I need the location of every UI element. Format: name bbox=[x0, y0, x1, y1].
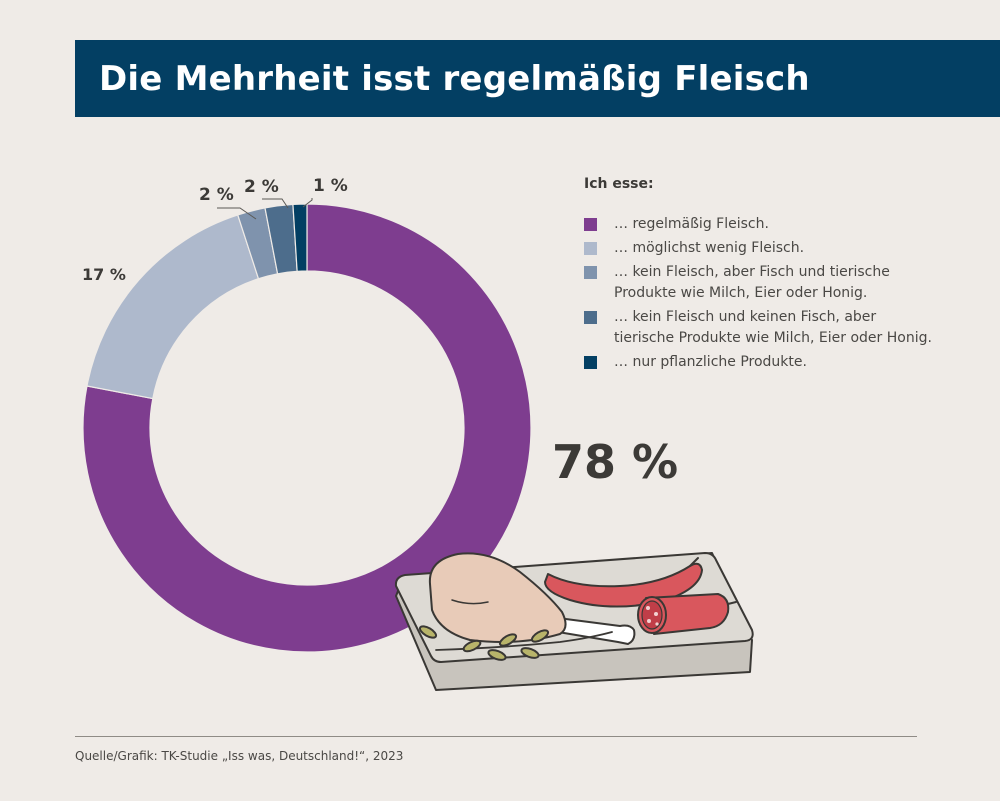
legend-swatch bbox=[584, 356, 597, 369]
legend-label: … regelmäßig Fleisch. bbox=[614, 216, 769, 232]
label-leader-lines bbox=[217, 198, 313, 220]
title-bar: Die Mehrheit isst regelmäßig Fleisch bbox=[75, 40, 1000, 117]
label-78: 78 % bbox=[552, 435, 678, 489]
label-1: 1 % bbox=[313, 176, 348, 196]
leader-line bbox=[217, 207, 257, 220]
label-2-fisch: 2 % bbox=[199, 185, 234, 205]
chart-legend: Ich esse: … regelmäßig Fleisch. … möglic… bbox=[584, 176, 934, 376]
slice-value-labels: 78 % 17 % 2 % 2 % 1 % bbox=[82, 176, 678, 489]
legend-swatch bbox=[584, 311, 597, 324]
leader-line bbox=[302, 198, 313, 208]
legend-item-wenig-fleisch: … möglichst wenig Fleisch. bbox=[584, 238, 934, 259]
legend-label: … kein Fleisch und keinen Fisch, aber ti… bbox=[614, 309, 932, 346]
page-title: Die Mehrheit isst regelmäßig Fleisch bbox=[99, 59, 810, 99]
legend-label: … möglichst wenig Fleisch. bbox=[614, 240, 805, 256]
legend-item-vegan: … nur pflanzliche Produkte. bbox=[584, 352, 934, 373]
legend-swatch bbox=[584, 266, 597, 279]
legend-item-regelmaessig-fleisch: … regelmäßig Fleisch. bbox=[584, 214, 934, 235]
meat-board-illustration bbox=[394, 552, 754, 691]
label-17: 17 % bbox=[82, 265, 126, 284]
label-2-vegetarisch: 2 % bbox=[244, 177, 279, 197]
slice-wenig-fleisch bbox=[86, 214, 260, 400]
leader-line bbox=[262, 198, 289, 209]
legend-label: … kein Fleisch, aber Fisch und tierische… bbox=[614, 264, 890, 301]
donut-slices bbox=[82, 203, 532, 653]
legend-item-vegetarisch: … kein Fleisch und keinen Fisch, aber ti… bbox=[584, 307, 934, 349]
legend-swatch bbox=[584, 242, 597, 255]
legend-label: … nur pflanzliche Produkte. bbox=[614, 354, 807, 370]
source-note: Quelle/Grafik: TK-Studie „Iss was, Deuts… bbox=[75, 749, 404, 763]
footer-divider bbox=[75, 736, 917, 737]
legend-swatch bbox=[584, 218, 597, 231]
legend-item-fisch: … kein Fleisch, aber Fisch und tierische… bbox=[584, 262, 934, 304]
legend-title: Ich esse: bbox=[584, 176, 654, 192]
slice-vegan bbox=[292, 203, 308, 272]
slice-regelmaessig-fleisch bbox=[82, 203, 532, 653]
